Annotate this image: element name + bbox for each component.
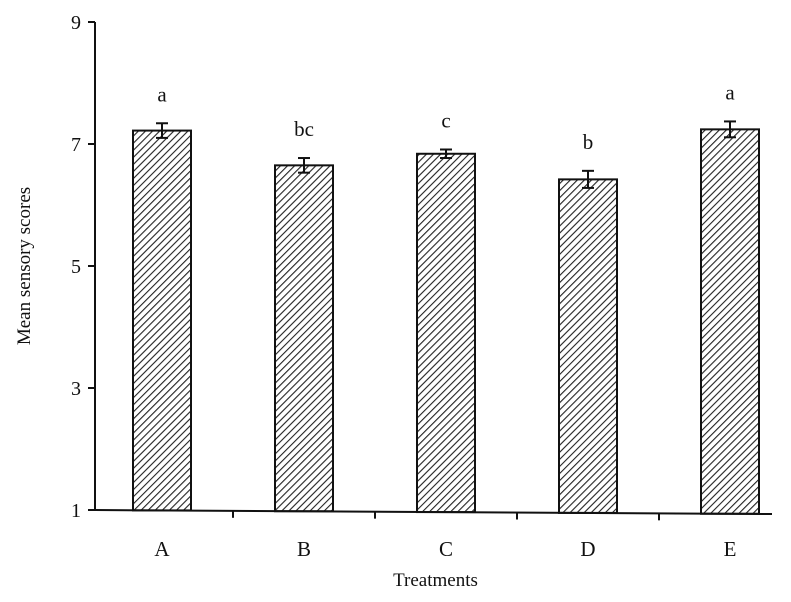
error-bar-a (156, 122, 168, 139)
y-tick-label: 7 (71, 134, 81, 156)
x-tick-label: A (154, 537, 170, 561)
x-tick-label: E (724, 537, 737, 561)
y-tick-label: 9 (71, 12, 81, 34)
x-tick-label: D (580, 537, 595, 561)
y-tick-label: 3 (71, 378, 81, 400)
significance-label: a (725, 80, 735, 104)
bars-layer: a bc c b a (132, 80, 760, 515)
significance-label: b (583, 130, 594, 154)
x-tick-label: B (297, 537, 311, 561)
y-tick-label: 5 (71, 256, 81, 278)
bar-e (700, 128, 760, 515)
error-bar-e (724, 120, 736, 139)
x-tick-label: C (439, 537, 453, 561)
error-bar-c (440, 148, 452, 160)
bar-d (558, 178, 618, 514)
bar-b (274, 164, 334, 513)
error-bar-d (582, 169, 594, 189)
error-bar-b (298, 157, 310, 174)
y-axis-label: Mean sensory scores (14, 187, 35, 345)
y-tick-label: 1 (71, 500, 81, 522)
bar-a (132, 129, 192, 512)
significance-label: c (441, 108, 450, 132)
ticks-layer: 1 3 5 7 9 A B C D E (71, 12, 736, 561)
significance-label: bc (294, 117, 314, 141)
significance-label: a (157, 82, 167, 106)
bar-c (416, 152, 476, 514)
x-axis-label: Treatments (393, 570, 478, 591)
